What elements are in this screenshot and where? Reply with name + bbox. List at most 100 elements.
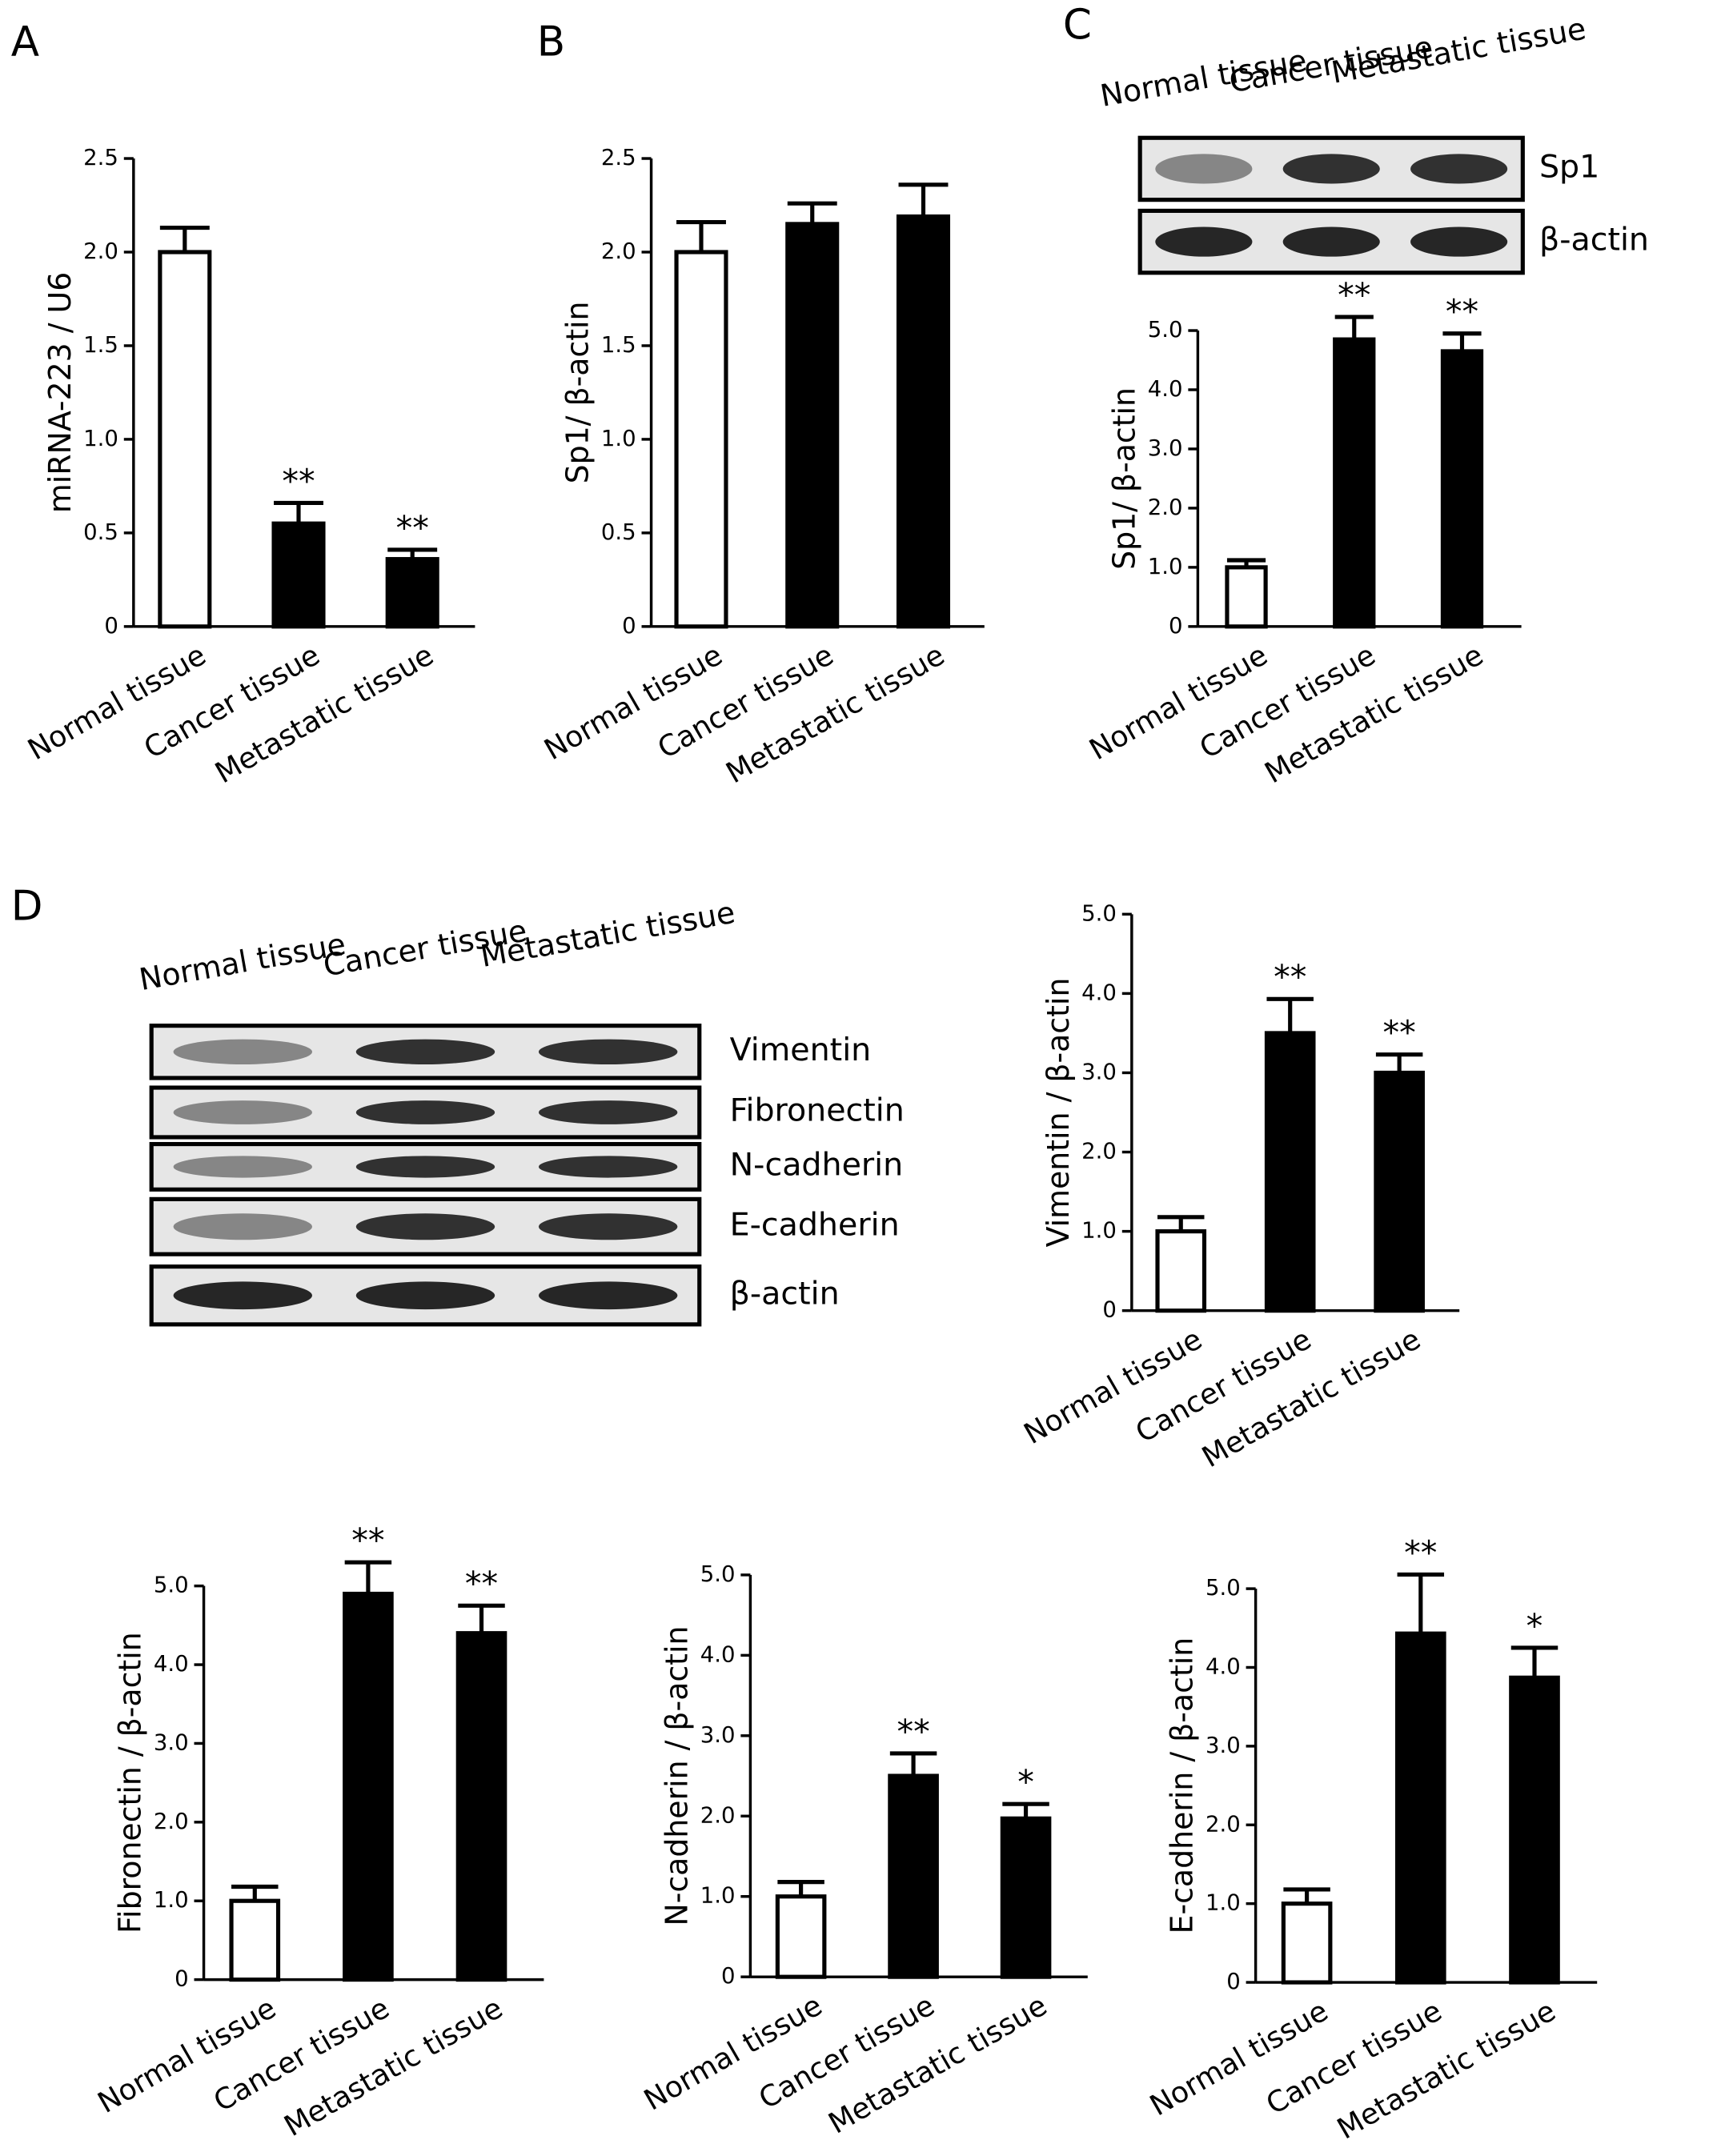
blot-band: [355, 1213, 495, 1240]
y-tick-label: 5.0: [1081, 900, 1117, 926]
significance: **: [465, 1565, 498, 1603]
blot-band: [538, 1156, 678, 1178]
y-tick-label: 3.0: [154, 1729, 189, 1755]
band-label: β-actin: [1539, 222, 1649, 258]
panel-label: B: [537, 18, 565, 66]
y-tick-label: 1.5: [601, 332, 636, 358]
y-tick-label: 3.0: [1081, 1059, 1117, 1084]
significance: *: [1017, 1763, 1034, 1801]
y-axis-label: Vimentin / β-actin: [1041, 978, 1076, 1248]
band-label: β-actin: [730, 1275, 840, 1312]
panel-label: C: [1063, 2, 1092, 50]
bar: [1374, 1070, 1425, 1313]
y-tick-label: 0: [622, 613, 636, 639]
blot-band: [538, 1100, 678, 1124]
bar: [1440, 349, 1484, 629]
y-tick-label: 4.0: [1081, 980, 1117, 1005]
blot-band: [538, 1281, 678, 1310]
y-tick-label: 1.0: [1081, 1218, 1117, 1244]
significance: **: [1383, 1014, 1416, 1052]
significance: **: [1338, 276, 1370, 315]
bar: [1333, 337, 1376, 629]
y-tick-label: 2.0: [1148, 495, 1183, 520]
y-tick-label: 1.5: [83, 332, 118, 358]
blot-band: [355, 1100, 495, 1124]
band-label: Fibronectin: [730, 1092, 905, 1128]
significance: **: [1274, 958, 1306, 996]
bar: [1264, 1031, 1316, 1313]
blot-band: [1155, 154, 1253, 184]
significance: **: [1446, 293, 1478, 331]
bar: [229, 1898, 281, 1982]
significance: **: [1404, 1533, 1437, 1572]
bar: [1281, 1902, 1333, 1985]
y-tick-label: 1.0: [1206, 1890, 1241, 1916]
panel-label: D: [11, 882, 43, 930]
bar: [271, 521, 326, 629]
significance: **: [282, 462, 315, 500]
blot-band: [1282, 154, 1380, 184]
y-tick-label: 3.0: [700, 1722, 736, 1748]
y-tick-label: 0: [1169, 613, 1183, 639]
y-tick-label: 5.0: [1148, 317, 1183, 343]
blot-band: [1155, 226, 1253, 257]
y-axis-label: miRNA-223 / U6: [42, 272, 78, 513]
y-tick-label: 0.5: [83, 519, 118, 545]
blot-band: [1410, 154, 1508, 184]
band-label: Vimentin: [730, 1032, 872, 1068]
significance: **: [351, 1521, 384, 1560]
y-tick-label: 4.0: [154, 1651, 189, 1677]
significance: **: [396, 509, 429, 547]
blot-band: [173, 1281, 313, 1310]
band-label: E-cadherin: [730, 1206, 900, 1243]
significance: *: [1526, 1607, 1543, 1645]
blot-band: [173, 1213, 313, 1240]
y-tick-label: 2.0: [83, 238, 118, 264]
y-tick-label: 0: [175, 1966, 189, 1992]
band-label: N-cadherin: [730, 1146, 904, 1183]
y-tick-label: 1.0: [601, 426, 636, 451]
bar: [775, 1894, 827, 1979]
blot-band: [1410, 226, 1508, 257]
blot-band: [355, 1039, 495, 1065]
y-tick-label: 3.0: [1206, 1733, 1241, 1758]
bar: [1155, 1229, 1207, 1313]
y-tick-label: 2.0: [154, 1809, 189, 1834]
y-axis-label: Sp1/ β-actin: [560, 301, 596, 483]
y-tick-label: 4.0: [1206, 1654, 1241, 1680]
y-tick-label: 2.0: [700, 1802, 736, 1828]
y-tick-label: 0: [1226, 1969, 1241, 1994]
y-axis-label: Fibronectin / β-actin: [113, 1632, 148, 1934]
significance: **: [897, 1713, 929, 1751]
bar: [455, 1631, 507, 1982]
y-tick-label: 0: [1102, 1297, 1117, 1323]
y-tick-label: 1.0: [83, 426, 118, 451]
y-tick-label: 2.5: [601, 145, 636, 170]
y-tick-label: 5.0: [1206, 1575, 1241, 1601]
bar: [1000, 1816, 1052, 1979]
blot-band: [538, 1213, 678, 1240]
blot-band: [173, 1039, 313, 1065]
blot-band: [355, 1281, 495, 1310]
y-axis-label: Sp1/ β-actin: [1106, 387, 1141, 570]
y-tick-label: 1.0: [700, 1883, 736, 1909]
y-axis-label: E-cadherin / β-actin: [1165, 1637, 1200, 1934]
blot-band: [1282, 226, 1380, 257]
y-tick-label: 2.0: [1081, 1139, 1117, 1164]
bar: [1394, 1631, 1446, 1985]
y-tick-label: 0: [721, 1963, 736, 1989]
y-tick-label: 1.0: [154, 1887, 189, 1913]
blot-band: [538, 1039, 678, 1065]
bar: [158, 250, 212, 629]
bar: [785, 222, 840, 629]
bar: [888, 1773, 939, 1979]
bar: [896, 214, 951, 629]
blot-band: [173, 1100, 313, 1124]
y-tick-label: 4.0: [1148, 376, 1183, 402]
blot-band: [173, 1156, 313, 1178]
y-tick-label: 4.0: [700, 1641, 736, 1667]
panel-label: A: [11, 18, 39, 66]
y-tick-label: 2.0: [1206, 1811, 1241, 1837]
bar: [674, 250, 728, 629]
